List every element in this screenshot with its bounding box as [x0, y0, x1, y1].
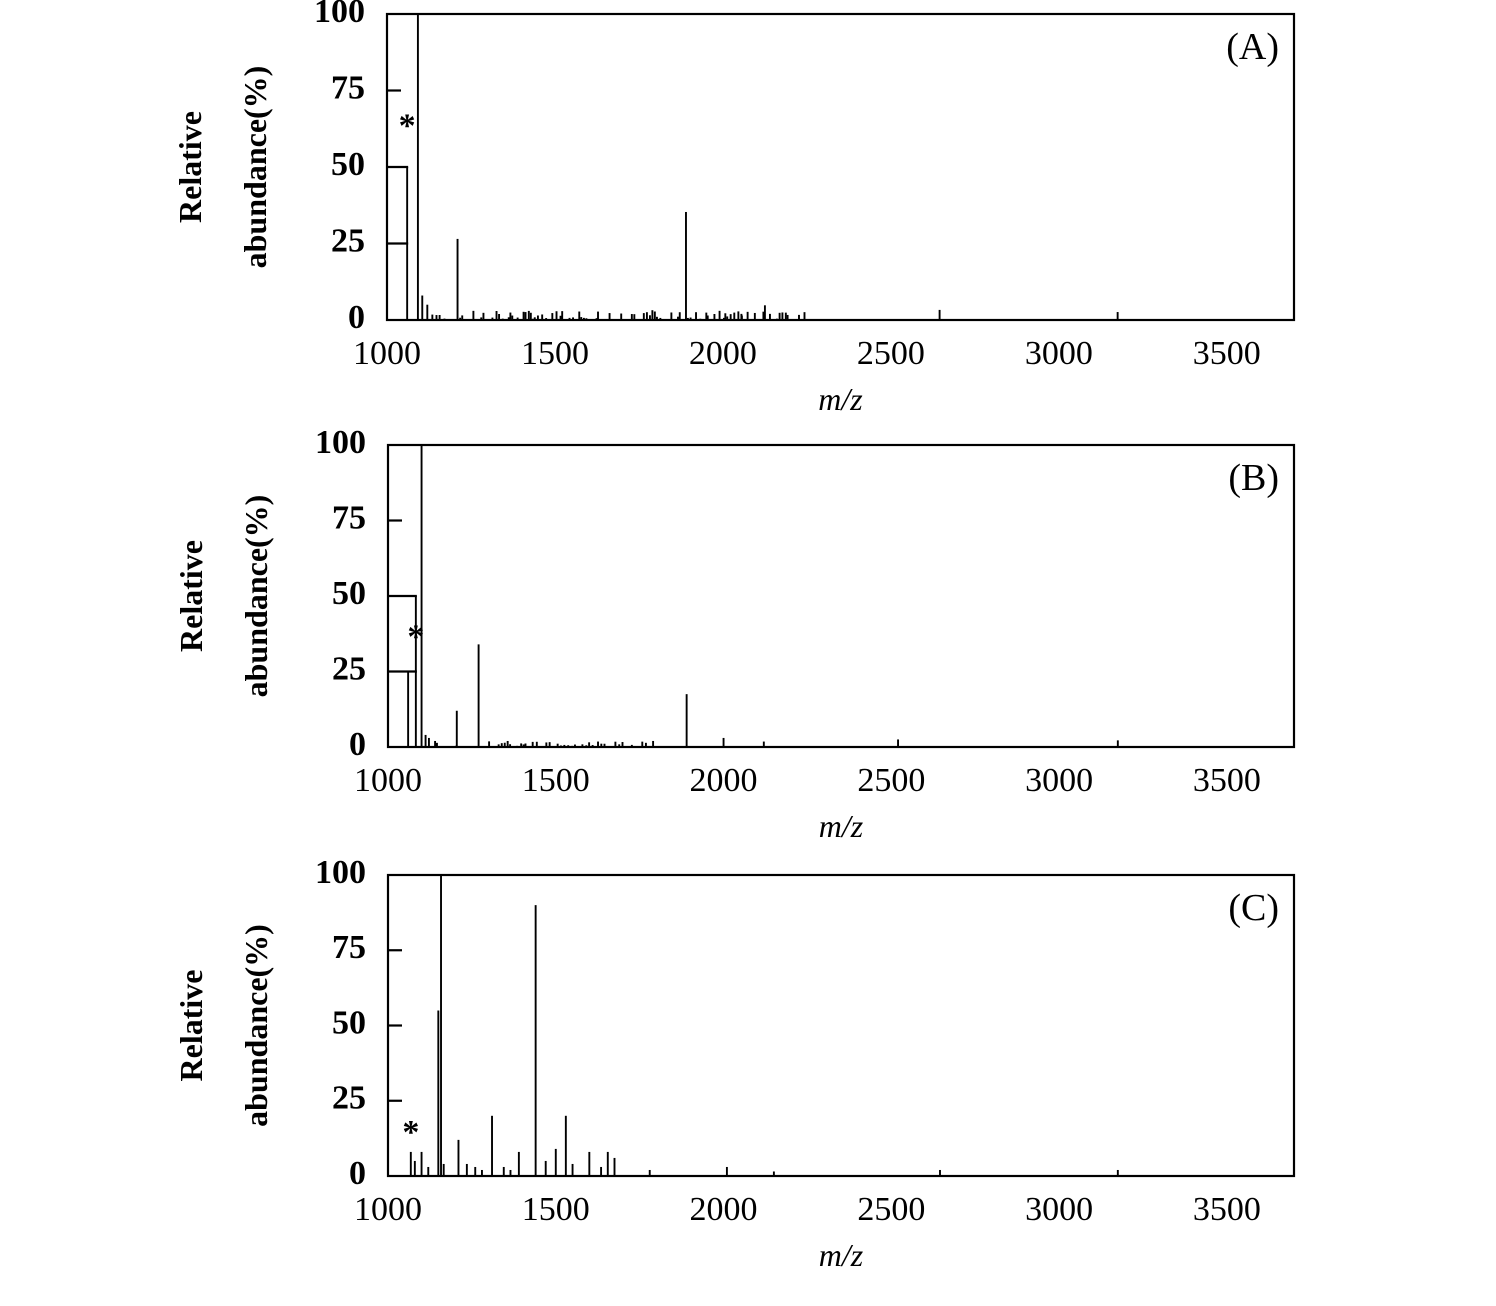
svg-text:25: 25: [331, 222, 365, 259]
svg-text:2500: 2500: [857, 762, 925, 799]
svg-text:75: 75: [332, 929, 366, 966]
svg-text:abundance(%): abundance(%): [238, 924, 274, 1127]
svg-text:(C): (C): [1228, 887, 1279, 929]
svg-text:(A): (A): [1226, 26, 1279, 68]
svg-text:2000: 2000: [690, 1191, 758, 1228]
svg-text:3000: 3000: [1025, 335, 1093, 372]
svg-text:50: 50: [331, 146, 365, 183]
svg-text:1000: 1000: [354, 1191, 422, 1228]
svg-text:100: 100: [315, 424, 366, 461]
svg-text:50: 50: [332, 1004, 366, 1041]
svg-text:Relative: Relative: [173, 540, 209, 652]
svg-text:m/z: m/z: [819, 808, 864, 844]
svg-text:0: 0: [349, 1155, 366, 1192]
svg-text:25: 25: [332, 1080, 366, 1117]
svg-text:m/z: m/z: [819, 1237, 864, 1273]
svg-text:50: 50: [332, 575, 366, 612]
svg-text:abundance(%): abundance(%): [237, 66, 273, 269]
svg-text:*: *: [407, 618, 424, 655]
svg-text:1500: 1500: [522, 1191, 590, 1228]
svg-text:(B): (B): [1228, 457, 1279, 499]
svg-text:m/z: m/z: [818, 381, 863, 417]
svg-text:3000: 3000: [1025, 762, 1093, 799]
svg-text:3000: 3000: [1025, 1191, 1093, 1228]
svg-text:25: 25: [332, 650, 366, 687]
svg-text:*: *: [399, 107, 416, 144]
svg-text:2500: 2500: [857, 335, 925, 372]
svg-text:75: 75: [332, 499, 366, 536]
svg-text:Relative: Relative: [172, 111, 208, 223]
svg-text:1000: 1000: [354, 762, 422, 799]
svg-text:100: 100: [314, 0, 365, 30]
svg-text:0: 0: [348, 299, 365, 336]
svg-text:3500: 3500: [1193, 335, 1261, 372]
svg-text:1500: 1500: [522, 762, 590, 799]
svg-text:2000: 2000: [690, 762, 758, 799]
svg-text:1000: 1000: [353, 335, 421, 372]
svg-text:3500: 3500: [1193, 762, 1261, 799]
svg-text:Relative: Relative: [173, 970, 209, 1082]
svg-text:0: 0: [349, 726, 366, 763]
svg-text:75: 75: [331, 69, 365, 106]
svg-text:abundance(%): abundance(%): [238, 495, 274, 698]
svg-text:2000: 2000: [689, 335, 757, 372]
svg-text:2500: 2500: [857, 1191, 925, 1228]
svg-text:1500: 1500: [521, 335, 589, 372]
svg-text:100: 100: [315, 854, 366, 891]
svg-text:*: *: [402, 1114, 419, 1151]
svg-text:3500: 3500: [1193, 1191, 1261, 1228]
